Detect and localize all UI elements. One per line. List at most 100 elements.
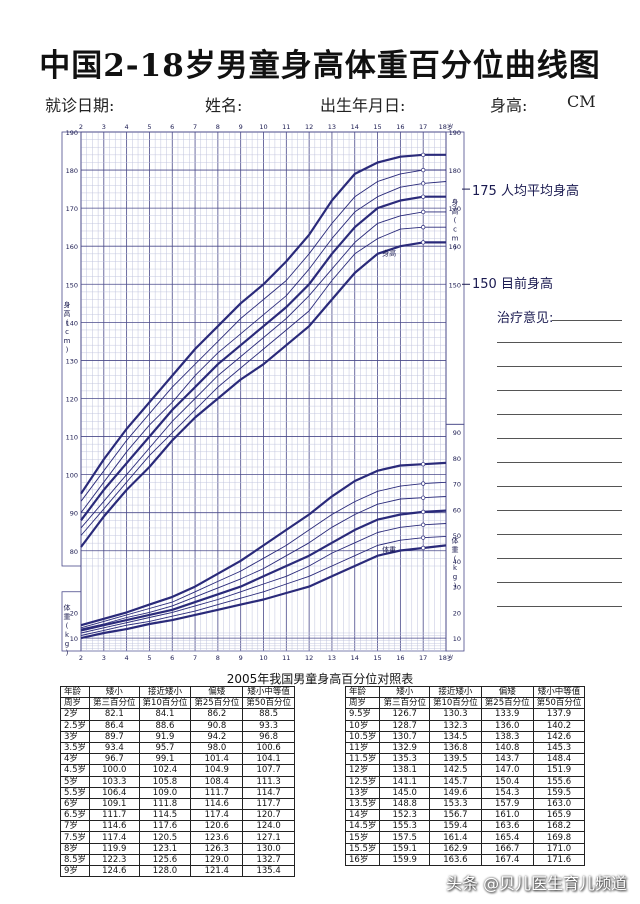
table-row: 11岁 132.9 136.8 140.8 145.3 — [344, 741, 586, 755]
table-header-cell: 第三百分位 — [379, 697, 430, 710]
percentile-cell: 145.7 — [428, 775, 482, 788]
table-title: 2005年我国男童身高百分位对照表 — [226, 672, 414, 686]
weight-axis-label-right: ( — [454, 555, 457, 563]
table-header-cell: 年龄 — [344, 685, 381, 699]
table-row: 13岁 145.0 149.6 154.3 159.5 — [344, 786, 586, 799]
weight-tick-label-right: 90 — [453, 429, 461, 437]
x-tick-label-bottom: 13 — [328, 654, 336, 662]
percentile-cell: 161.4 — [428, 831, 482, 844]
x-tick-label-top: 7 — [193, 123, 197, 131]
x-tick-label-bottom: 5 — [147, 654, 151, 662]
percentile-cell: 105.8 — [138, 775, 192, 788]
age-cell: 14岁 — [344, 809, 381, 822]
weight-axis-label: g — [65, 640, 69, 648]
percentile-cell: 136.8 — [428, 741, 482, 755]
x-tick-label-bottom: 18岁 — [439, 653, 454, 662]
height-tick-label-right: 170 — [449, 205, 461, 213]
age-cell: 6.5岁 — [59, 809, 91, 822]
percentile-cell: 82.1 — [89, 708, 140, 721]
height-axis-label-right: 身 — [452, 197, 459, 206]
table-header-row: 周岁 第三百分位 第10百分位 第25百分位 第50百分位 — [344, 697, 586, 710]
table-header-row: 周岁 第三百分位 第10百分位 第25百分位 第50百分位 — [59, 697, 296, 710]
percentile-cell: 142.5 — [428, 764, 482, 777]
height-curve-6 — [80, 226, 446, 536]
percentile-cell: 86.2 — [190, 708, 244, 721]
height-tick-label: 80 — [70, 548, 78, 556]
percentile-cell: 148.8 — [379, 797, 430, 811]
x-tick-label-top: 8 — [216, 123, 220, 131]
x-tick-label-bottom: 14 — [351, 654, 359, 662]
x-tick-label-top: 3 — [102, 123, 106, 131]
weight-tick-label-right: 70 — [453, 481, 461, 489]
height-axis-label: c — [65, 328, 69, 336]
height-unit: CM — [567, 92, 596, 111]
percentile-cell: 117.6 — [138, 820, 192, 833]
table-row: 2岁 82.1 84.1 86.2 88.5 — [59, 708, 296, 721]
weight-curve-marker — [421, 481, 426, 486]
x-tick-label-bottom: 9 — [239, 654, 243, 662]
height-curve-marker — [421, 152, 426, 157]
x-tick-label-bottom: 11 — [282, 654, 290, 662]
table-header-cell: 第三百分位 — [89, 697, 140, 710]
age-cell: 8岁 — [59, 842, 91, 855]
percentile-cell: 141.1 — [379, 775, 430, 788]
percentile-cell: 138.3 — [480, 730, 534, 743]
percentile-cell: 98.0 — [190, 741, 244, 755]
percentile-cell: 109.1 — [89, 797, 140, 811]
x-tick-label-top: 10 — [259, 123, 267, 131]
age-cell: 10.5岁 — [344, 730, 381, 743]
percentile-cell: 155.6 — [532, 775, 586, 788]
percentile-cell: 117.4 — [190, 809, 244, 822]
weight-curve-marker — [421, 545, 426, 551]
percentile-cell: 167.4 — [480, 853, 534, 867]
age-cell: 9岁 — [59, 864, 91, 878]
percentile-cell: 132.7 — [242, 853, 296, 867]
percentile-cell: 126.7 — [379, 708, 430, 721]
x-tick-label-top: 18岁 — [439, 122, 454, 131]
percentile-cell: 120.6 — [190, 820, 244, 833]
percentile-cell: 128.7 — [379, 719, 430, 732]
percentile-cell: 111.8 — [138, 797, 192, 811]
percentile-cell: 114.5 — [138, 809, 192, 822]
percentile-table-right: 年龄 矮小 接近矮小 偏矮 矮小中等值 周岁 第三百分位 第10百分位 第25百分位 第50百分位… — [344, 685, 586, 867]
percentile-cell: 106.4 — [89, 786, 140, 799]
x-tick-label-top: 4 — [125, 123, 129, 131]
weight-axis-label: k — [65, 631, 70, 639]
percentile-cell: 107.7 — [242, 764, 296, 777]
percentile-cell: 108.4 — [190, 775, 244, 788]
percentile-cell: 130.3 — [428, 708, 482, 721]
table-row: 4岁 96.7 99.1 101.4 104.1 — [59, 753, 296, 766]
percentile-table-left: 年龄 矮小 接近矮小 偏矮 矮小中等值 周岁 第三百分位 第10百分位 第25百分位 第50百分位… — [59, 685, 296, 878]
percentile-cell: 159.9 — [379, 853, 430, 867]
height-tick-label: 140 — [66, 319, 78, 327]
weight-axis-label: 重 — [64, 613, 71, 621]
age-cell: 5.5岁 — [59, 786, 91, 799]
percentile-cell: 124.6 — [89, 864, 140, 878]
percentile-cell: 171.6 — [532, 853, 586, 867]
percentile-cell: 149.6 — [428, 786, 482, 799]
percentile-cell: 150.4 — [480, 775, 534, 788]
age-cell: 14.5岁 — [344, 820, 381, 833]
x-tick-label-top: 11 — [282, 123, 290, 131]
page-title: 中国2-18岁男童身高体重百分位曲线图 — [39, 48, 601, 84]
weight-tick-label-right: 30 — [453, 584, 461, 592]
percentile-cell: 126.3 — [190, 842, 244, 855]
x-tick-label-top: 9 — [239, 123, 243, 131]
height-tick-label: 150 — [66, 281, 78, 289]
x-tick-label-top: 16 — [396, 123, 404, 131]
percentile-cell: 122.3 — [89, 853, 140, 867]
height-tick-label-right: 160 — [449, 243, 461, 251]
percentile-cell: 163.6 — [480, 820, 534, 833]
age-cell: 9.5岁 — [344, 708, 381, 721]
table-row: 5岁 103.3 105.8 108.4 111.3 — [59, 775, 296, 788]
percentile-cell: 96.8 — [242, 730, 296, 743]
opinion-line — [552, 320, 622, 321]
percentile-cell: 95.7 — [138, 741, 192, 755]
percentile-cell: 162.9 — [428, 842, 482, 855]
height-tick-label: 170 — [66, 205, 78, 213]
percentile-cell: 137.9 — [532, 708, 586, 721]
weight-curve-5 — [80, 523, 447, 634]
weight-tick-label: 10 — [70, 635, 78, 643]
percentile-cell: 165.9 — [532, 809, 586, 822]
age-cell: 11岁 — [344, 741, 381, 755]
